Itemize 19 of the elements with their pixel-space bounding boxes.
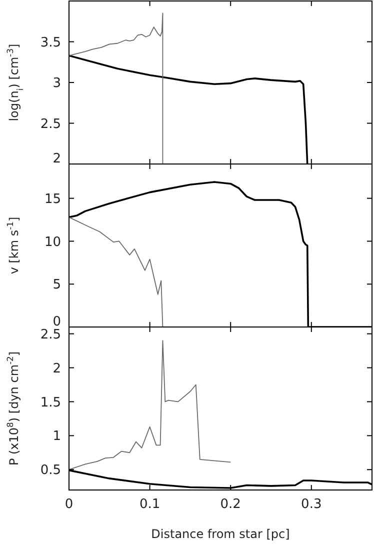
- y-tick-label: 2: [52, 361, 61, 376]
- y-tick-label: 0: [52, 314, 61, 330]
- y-tick-label: 3.5: [40, 35, 61, 50]
- x-tick-label: 0: [64, 497, 74, 512]
- y-tick-label: 1: [52, 429, 61, 444]
- y-tick-label: 15: [44, 192, 61, 207]
- y-tick-label: 2: [52, 152, 61, 167]
- line-series: [69, 340, 232, 470]
- x-tick-label: 0.3: [301, 497, 322, 512]
- x-tick-label: 0.1: [139, 497, 160, 512]
- y-tick-label: 1.5: [40, 395, 61, 410]
- y-tick-label: 2.5: [40, 327, 61, 342]
- y-tick-label: 0.5: [40, 463, 61, 478]
- x-tick-label: 0.2: [220, 497, 241, 512]
- y-tick-label: 2.5: [40, 116, 61, 132]
- y-tick-label: 3: [52, 76, 61, 92]
- y-tick-label: 5: [52, 278, 61, 293]
- y-tick-label: 10: [44, 234, 61, 250]
- x-axis-title: Distance from star [pc]: [151, 527, 290, 541]
